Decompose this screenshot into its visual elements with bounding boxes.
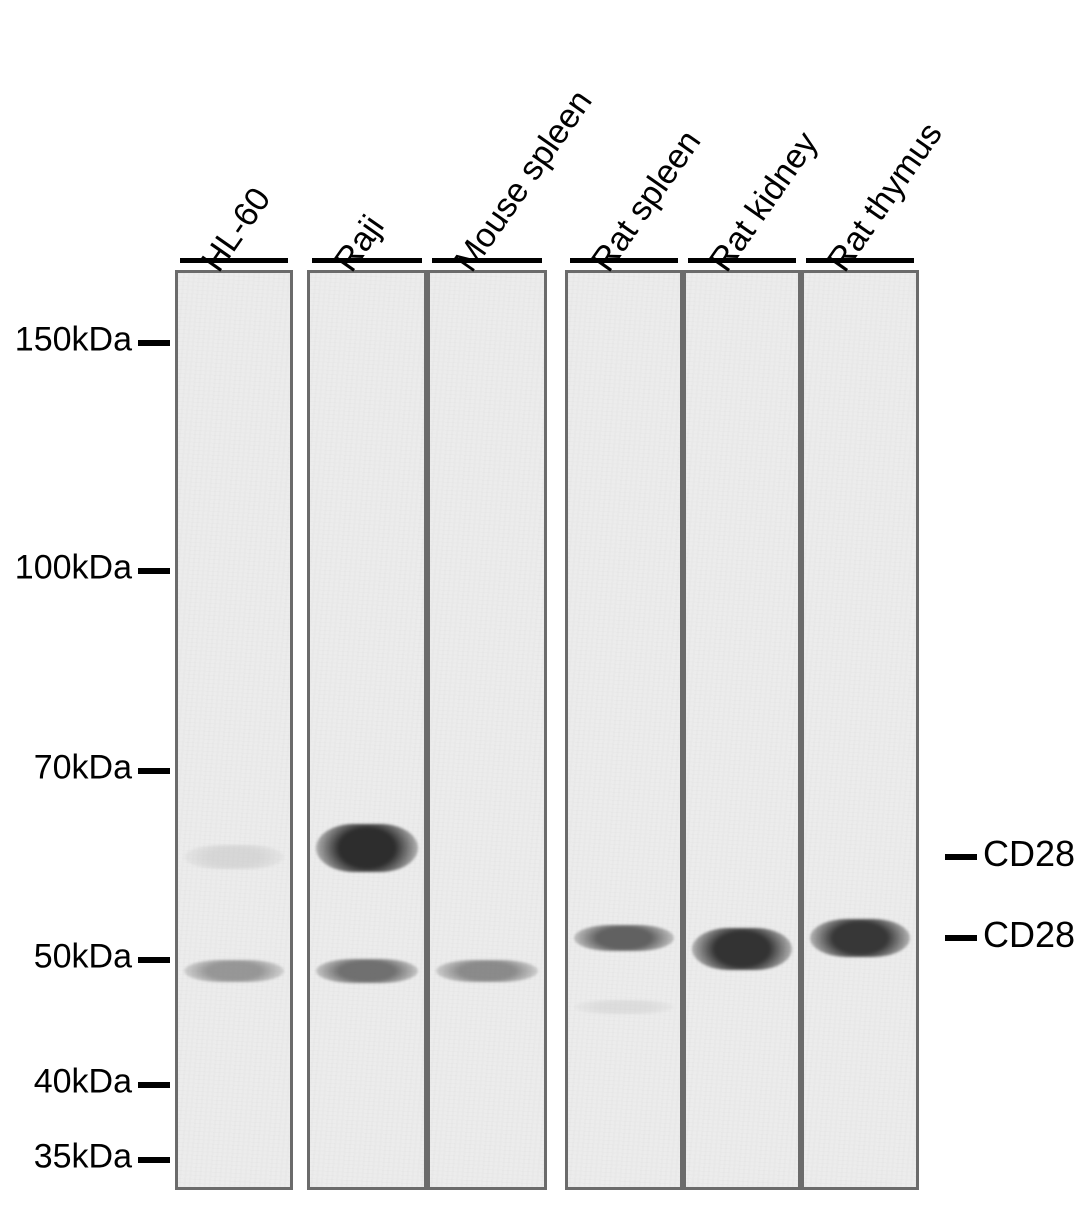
western-blot-figure: 150kDa 100kDa 70kDa 50kDa 40kDa 35kDa HL-60 Ra… — [0, 0, 1080, 1212]
mw-ladder: 150kDa 100kDa 70kDa 50kDa 40kDa 35kDa — [0, 0, 170, 1212]
band — [316, 959, 419, 983]
blot-lanes — [175, 270, 919, 1190]
lane — [565, 270, 683, 1190]
protein-tick — [945, 935, 977, 941]
mw-tick — [138, 568, 170, 574]
lane-label: Rat thymus — [820, 116, 951, 279]
band — [574, 1000, 675, 1014]
lane-label: Mouse spleen — [447, 83, 600, 279]
lane — [801, 270, 919, 1190]
protein-label: CD28 — [983, 914, 1075, 956]
lane-label: Rat spleen — [584, 123, 709, 279]
band — [810, 919, 911, 957]
lane-label: Raji — [327, 209, 393, 279]
lane — [175, 270, 293, 1190]
band — [436, 960, 539, 982]
lane-label: Rat kidney — [702, 125, 826, 279]
protein-label: CD28 — [983, 833, 1075, 875]
mw-label: 50kDa — [34, 937, 132, 976]
mw-tick — [138, 340, 170, 346]
band — [184, 960, 285, 982]
protein-tick — [945, 854, 977, 860]
lane — [683, 270, 801, 1190]
mw-tick — [138, 1082, 170, 1088]
mw-tick — [138, 957, 170, 963]
mw-label: 40kDa — [34, 1063, 132, 1102]
mw-label: 100kDa — [15, 548, 132, 587]
band — [316, 824, 419, 872]
mw-label: 35kDa — [34, 1137, 132, 1176]
mw-tick — [138, 1157, 170, 1163]
band — [692, 928, 793, 970]
mw-label: 150kDa — [15, 321, 132, 360]
band — [574, 925, 675, 951]
lane — [427, 270, 547, 1190]
band — [184, 845, 285, 869]
mw-tick — [138, 768, 170, 774]
mw-label: 70kDa — [34, 748, 132, 787]
lane — [307, 270, 427, 1190]
lane-label: HL-60 — [194, 181, 279, 279]
